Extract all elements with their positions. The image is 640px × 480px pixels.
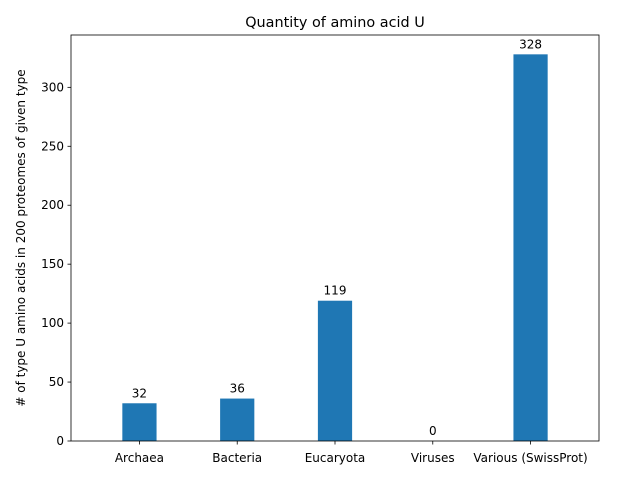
data-label: 328 <box>519 37 542 51</box>
x-tick-label: Bacteria <box>212 451 262 465</box>
y-tick-label: 200 <box>41 198 64 212</box>
y-axis-label-group: # of type U amino acids in 200 proteomes… <box>14 69 28 406</box>
y-tick-label: 300 <box>41 80 64 94</box>
y-tick-label: 100 <box>41 316 64 330</box>
bar-archaea <box>122 403 157 441</box>
bar-bacteria <box>220 398 255 441</box>
x-tick-label: Various (SwissProt) <box>473 451 587 465</box>
bar-eucaryota <box>317 300 353 441</box>
y-tick-label: 250 <box>41 139 64 153</box>
x-tick-label: Eucaryota <box>305 451 366 465</box>
bar-various-swissprot <box>513 54 548 441</box>
data-label: 36 <box>230 382 245 396</box>
chart-title: Quantity of amino acid U <box>245 15 425 31</box>
data-label: 119 <box>324 284 347 298</box>
x-tick-label: Archaea <box>115 451 164 465</box>
y-tick-label: 150 <box>41 257 64 271</box>
plot-area: 0 50 100 150 200 250 300 Archaea Bacteria Eucaryo… <box>41 34 600 465</box>
data-label: 32 <box>132 386 147 400</box>
y-tick-label: 0 <box>56 434 64 448</box>
y-tick-label: 50 <box>49 375 64 389</box>
data-label: 0 <box>429 424 437 438</box>
y-axis-label: # of type U amino acids in 200 proteomes… <box>14 69 28 406</box>
x-tick-label: Viruses <box>411 451 455 465</box>
